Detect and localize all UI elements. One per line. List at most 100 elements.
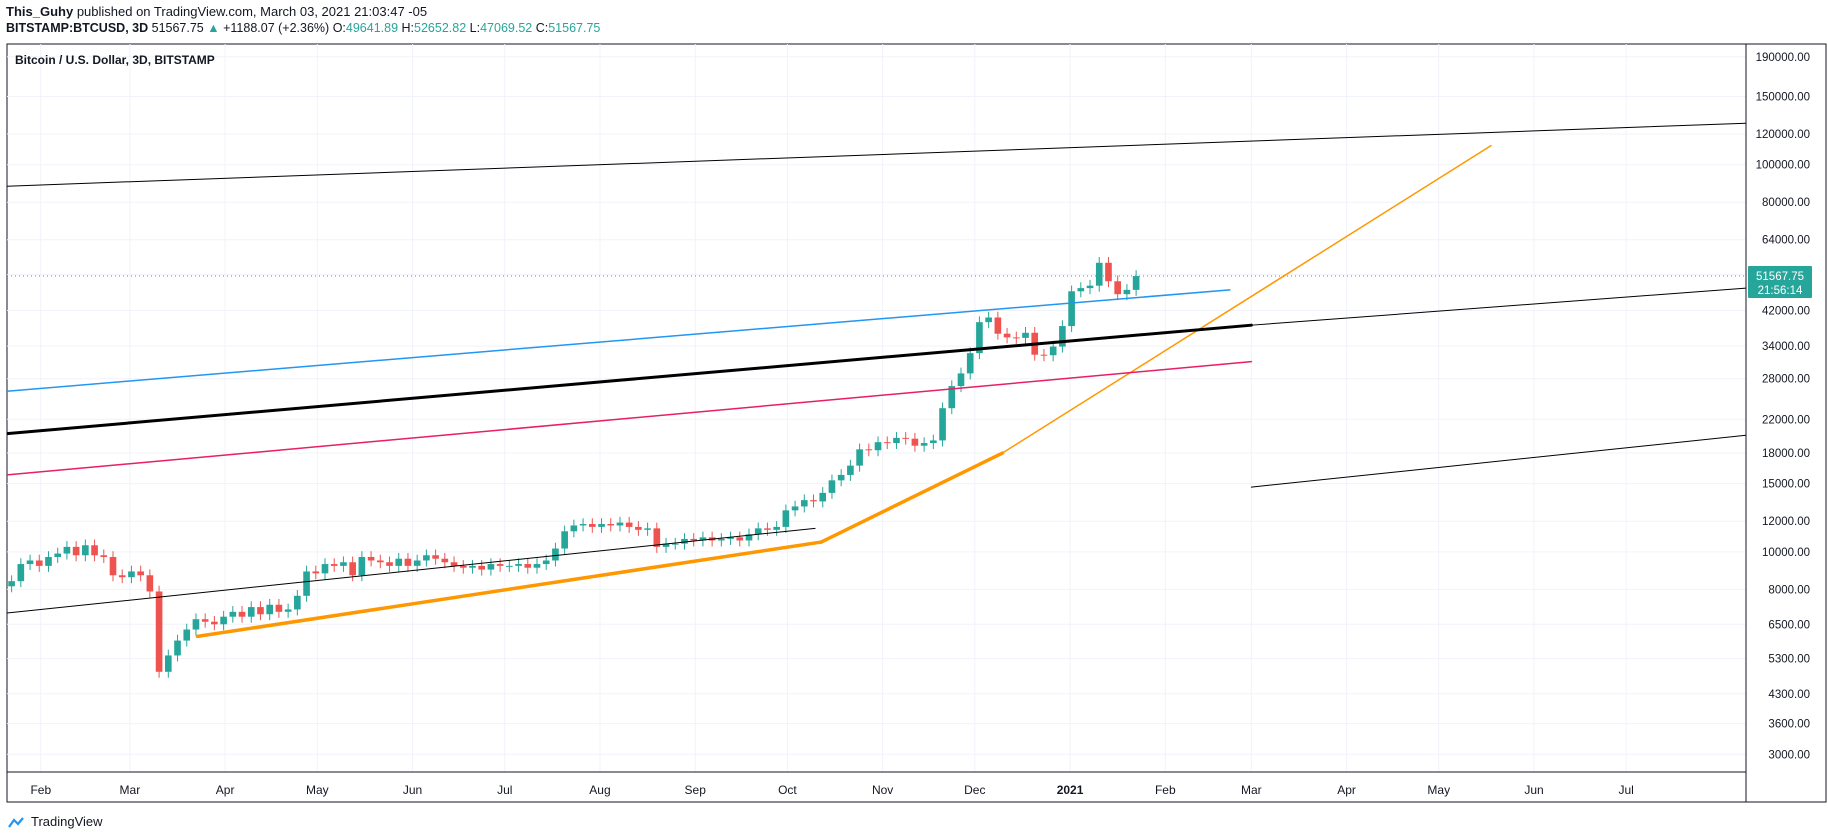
candle-body	[146, 575, 154, 592]
candle-body	[118, 575, 126, 578]
candle	[450, 556, 458, 572]
candle	[275, 598, 283, 618]
candle-body	[1105, 262, 1112, 282]
candle-body	[653, 528, 661, 547]
candle	[1003, 327, 1011, 344]
trendline-black-thick	[7, 323, 1253, 436]
candle-body	[625, 522, 633, 527]
candle-body	[100, 555, 108, 557]
open-value: 49641.89	[345, 21, 399, 35]
up-arrow-icon: ▲	[207, 21, 220, 35]
candle	[1040, 348, 1048, 362]
x-tick-label: Jul	[1619, 783, 1634, 797]
y-tick-label: 10000.00	[1762, 547, 1810, 559]
candle	[681, 533, 688, 550]
candle-body	[35, 560, 43, 566]
candle-body	[994, 317, 1002, 334]
chart-frame	[6, 43, 1827, 803]
candle	[533, 558, 541, 574]
candle-body	[542, 560, 550, 565]
chart-title: Bitcoin / U.S. Dollar, 3D, BITSTAMP	[15, 53, 215, 67]
candle	[588, 518, 596, 533]
candle	[893, 432, 900, 450]
x-tick-label: Apr	[216, 783, 235, 797]
candle	[570, 519, 578, 538]
candle-body	[192, 619, 200, 630]
author-name[interactable]: This_Guhy	[6, 4, 74, 19]
candle-body	[229, 611, 237, 617]
x-tick-label: Dec	[964, 783, 985, 797]
candle-body	[847, 465, 854, 475]
candle	[386, 556, 393, 572]
candle	[118, 569, 126, 584]
candle-body	[874, 442, 882, 451]
trendline-black-thin	[7, 122, 1746, 187]
y-tick-label: 4300.00	[1768, 689, 1810, 701]
last-price-label: 51567.75 21:56:14	[1748, 266, 1812, 299]
candle-body	[948, 386, 956, 409]
candle	[312, 565, 320, 580]
candle-body	[1077, 288, 1085, 292]
candle	[229, 606, 237, 623]
candle-body	[358, 556, 366, 576]
candle-body	[671, 543, 679, 545]
candle	[994, 311, 1002, 340]
candle-body	[1049, 346, 1057, 356]
candle-body	[349, 562, 356, 576]
candle-body	[469, 565, 476, 568]
candle-body	[330, 564, 338, 566]
x-tick-label: Oct	[778, 783, 797, 797]
candle	[487, 558, 495, 576]
bar-countdown: 21:56:14	[1758, 285, 1803, 297]
candle-body	[552, 548, 559, 561]
candle-body	[294, 595, 301, 610]
candle-body	[45, 556, 52, 566]
candle	[819, 487, 827, 508]
x-tick-label: Aug	[589, 783, 610, 797]
x-tick-label: Apr	[1337, 783, 1356, 797]
candle	[137, 565, 144, 582]
candle-body	[220, 616, 227, 625]
candle-body	[284, 609, 292, 612]
candle	[146, 569, 154, 598]
candle-body	[819, 492, 827, 502]
x-tick-label: May	[306, 783, 329, 797]
candle-body	[8, 581, 15, 587]
candle-body	[1086, 285, 1094, 289]
y-tick-label: 8000.00	[1768, 584, 1810, 596]
y-tick-label: 3600.00	[1768, 719, 1810, 731]
tradingview-brand[interactable]: TradingView	[31, 814, 103, 829]
candle-body	[662, 543, 670, 547]
candle-body	[312, 571, 320, 574]
candle-body	[727, 537, 734, 539]
candle-body	[681, 538, 688, 544]
candle	[423, 549, 430, 567]
candle-body	[478, 565, 486, 570]
candle-body	[423, 555, 430, 561]
candle	[874, 436, 882, 457]
candle-body	[939, 408, 946, 441]
y-tick-label: 5300.00	[1768, 654, 1810, 666]
candle	[976, 316, 983, 360]
candle	[303, 565, 310, 602]
candle	[837, 469, 845, 487]
candle	[496, 558, 504, 572]
candle	[920, 437, 928, 452]
candle-body	[883, 442, 891, 444]
candle-body	[533, 564, 541, 568]
candle	[966, 347, 974, 380]
candle	[432, 549, 439, 565]
candle-body	[404, 558, 412, 566]
candle-body	[26, 560, 34, 565]
candle-body	[1040, 354, 1048, 356]
candle-body	[63, 546, 71, 554]
candle	[1068, 285, 1075, 333]
candle-body	[718, 538, 725, 541]
candle-body	[201, 619, 209, 622]
candle	[100, 549, 108, 563]
x-tick-label: Jun	[403, 783, 422, 797]
candle	[1022, 326, 1029, 344]
candle	[478, 560, 486, 576]
candle	[367, 551, 375, 567]
